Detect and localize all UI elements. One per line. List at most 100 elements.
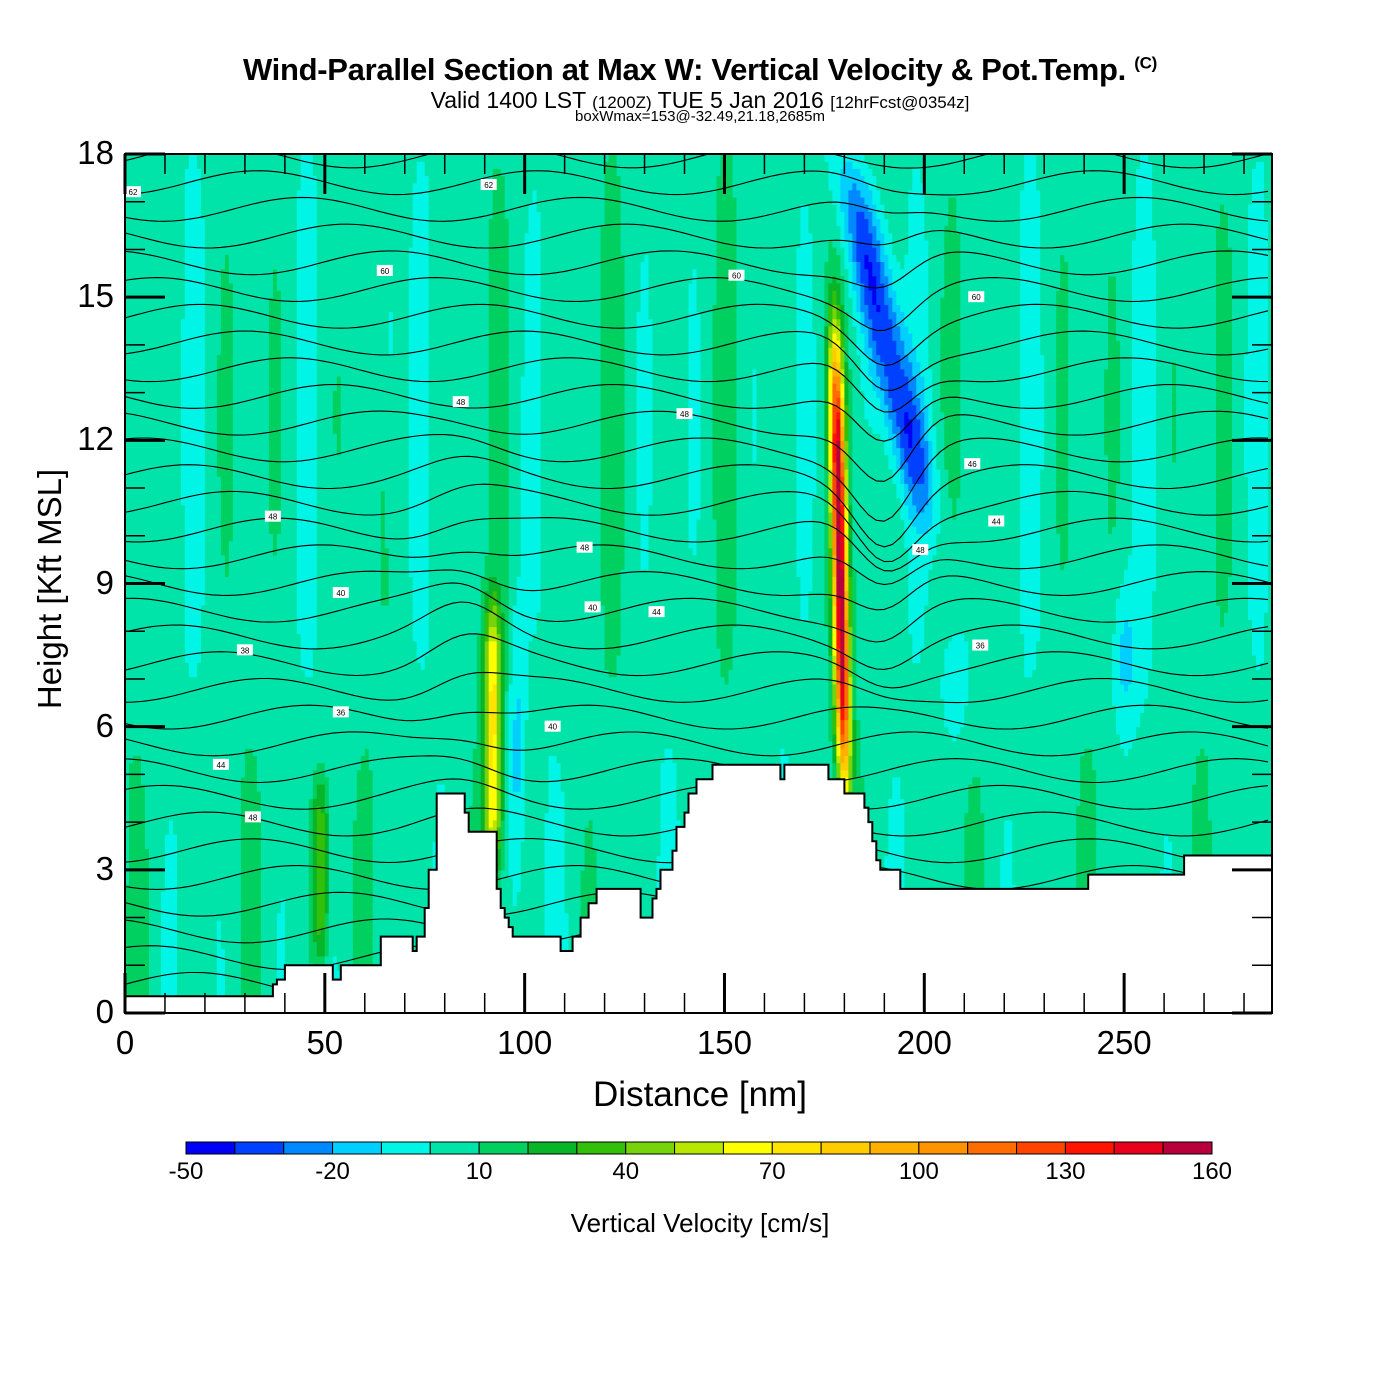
field-cell xyxy=(208,154,214,162)
field-cell xyxy=(280,705,286,713)
field-cell xyxy=(196,476,202,484)
field-cell xyxy=(240,347,246,356)
field-cell xyxy=(177,662,182,670)
field-cell xyxy=(268,554,274,563)
field-cell xyxy=(173,905,178,914)
field-cell xyxy=(125,461,130,470)
field-cell xyxy=(165,962,170,971)
field-cell xyxy=(129,404,134,413)
field-cell xyxy=(184,311,190,320)
field-cell xyxy=(141,189,146,198)
field-cell xyxy=(208,554,214,563)
field-cell xyxy=(137,504,142,513)
field-cell xyxy=(220,504,226,513)
field-cell xyxy=(268,347,274,356)
field-cell xyxy=(157,383,162,391)
field-cell xyxy=(161,397,166,406)
field-cell xyxy=(145,826,150,835)
field-cell xyxy=(177,848,182,857)
field-cell xyxy=(137,161,142,169)
field-cell xyxy=(216,426,222,434)
field-cell xyxy=(240,483,246,492)
field-cell xyxy=(196,597,202,606)
field-cell xyxy=(153,819,158,828)
field-cell xyxy=(284,927,290,935)
field-cell xyxy=(204,705,210,713)
field-cell xyxy=(153,927,158,935)
field-cell xyxy=(288,762,294,771)
field-cell xyxy=(157,798,162,807)
field-cell xyxy=(129,411,134,420)
field-cell xyxy=(184,805,190,814)
field-cell xyxy=(280,375,286,384)
field-cell xyxy=(236,268,242,277)
field-cell xyxy=(280,783,286,792)
field-cell xyxy=(129,154,134,162)
field-cell xyxy=(256,311,262,320)
field-cell xyxy=(125,454,130,463)
field-cell xyxy=(157,182,162,191)
field-cell xyxy=(280,526,286,534)
field-cell xyxy=(212,476,218,484)
field-cell xyxy=(165,426,170,434)
field-cell xyxy=(212,483,218,492)
field-cell xyxy=(264,733,270,742)
field-cell xyxy=(137,426,142,434)
field-cell xyxy=(165,196,170,205)
field-cell xyxy=(141,375,146,384)
field-cell xyxy=(256,791,262,799)
field-cell xyxy=(232,154,238,162)
field-cell xyxy=(276,504,282,513)
field-cell xyxy=(256,161,262,169)
field-cell xyxy=(161,154,166,162)
field-cell xyxy=(137,375,142,384)
field-cell xyxy=(288,927,294,935)
field-cell xyxy=(284,819,290,828)
field-cell xyxy=(264,826,270,835)
field-cell xyxy=(256,433,262,441)
field-cell xyxy=(240,411,246,420)
field-cell xyxy=(188,469,194,477)
field-cell xyxy=(173,426,178,434)
field-cell xyxy=(196,848,202,857)
field-cell xyxy=(153,719,158,728)
field-cell xyxy=(169,655,174,663)
field-cell xyxy=(272,927,278,935)
field-cell xyxy=(240,583,246,592)
field-cell xyxy=(284,447,290,456)
field-cell xyxy=(268,189,274,198)
field-cell xyxy=(224,311,230,320)
field-cell xyxy=(153,626,158,635)
field-cell xyxy=(216,819,222,828)
field-cell xyxy=(177,333,182,341)
field-cell xyxy=(244,297,250,305)
field-cell xyxy=(268,855,274,864)
field-cell xyxy=(169,834,174,842)
field-cell xyxy=(280,511,286,520)
field-cell xyxy=(188,884,194,892)
field-cell xyxy=(284,511,290,520)
field-cell xyxy=(244,497,250,506)
field-cell xyxy=(212,304,218,313)
field-cell xyxy=(177,261,182,270)
subtitle-forecast: [12hrFcst@0354z] xyxy=(830,93,969,112)
field-cell xyxy=(137,318,142,327)
field-cell xyxy=(272,533,278,542)
field-cell xyxy=(173,411,178,420)
field-cell xyxy=(260,361,266,370)
field-cell xyxy=(200,869,206,878)
field-cell xyxy=(220,476,226,484)
field-cell xyxy=(184,826,190,835)
field-cell xyxy=(224,705,230,713)
field-cell xyxy=(157,504,162,513)
field-cell xyxy=(188,934,194,943)
field-cell xyxy=(204,869,210,878)
field-cell xyxy=(137,898,142,907)
field-cell xyxy=(240,189,246,198)
field-cell xyxy=(157,633,162,642)
field-cell xyxy=(220,590,226,599)
field-cell xyxy=(153,841,158,849)
field-cell xyxy=(212,655,218,663)
field-cell xyxy=(208,511,214,520)
field-cell xyxy=(204,698,210,706)
